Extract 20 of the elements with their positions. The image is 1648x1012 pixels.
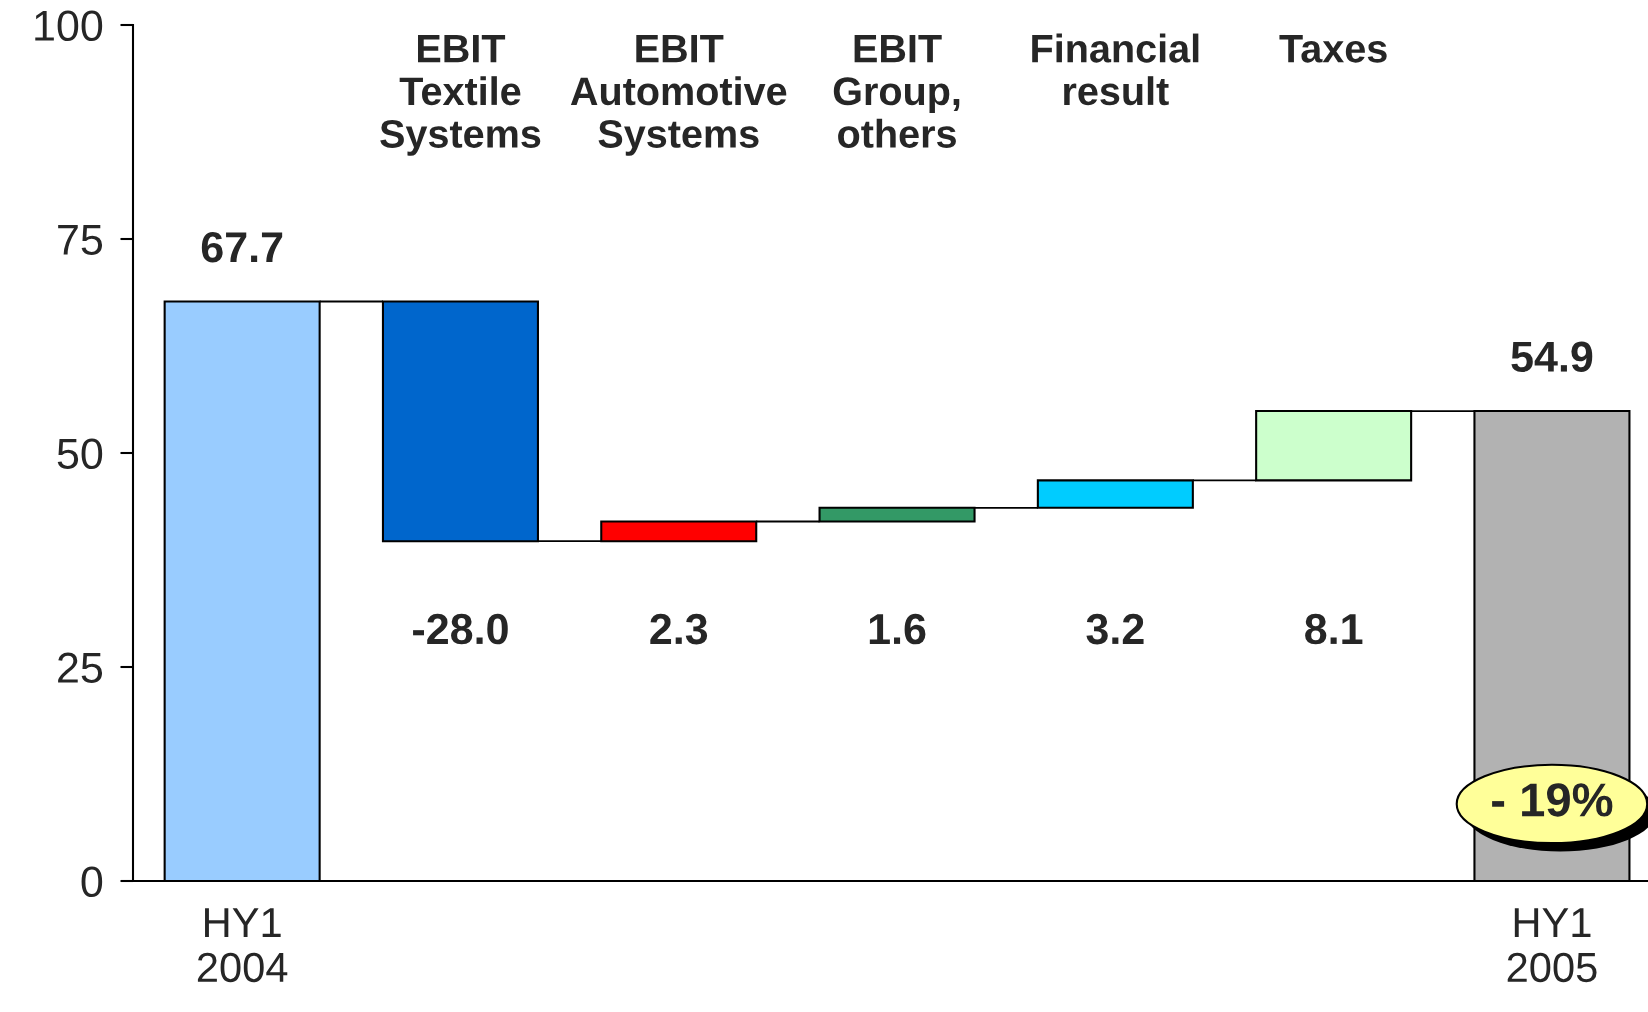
data-label: 3.2 xyxy=(1086,613,1144,645)
data-label: 8.1 xyxy=(1305,613,1363,645)
data-label: 1.6 xyxy=(869,613,926,645)
y-tick-label: 100 xyxy=(35,10,103,42)
y-tick-label: 50 xyxy=(57,438,103,470)
data-label: 67.7 xyxy=(201,231,283,263)
x-tick-label: EBIT Automotive Systems xyxy=(570,35,787,156)
annotation: - 19% xyxy=(1492,783,1613,817)
data-label: 54.9 xyxy=(1511,341,1593,372)
data-label: 2.3 xyxy=(650,613,708,645)
y-tick-label: 0 xyxy=(81,866,103,898)
x-tick-label: HY1 2004 xyxy=(197,908,288,983)
x-tick-label: Financial result xyxy=(1032,33,1199,106)
y-tick-label: 75 xyxy=(58,224,103,256)
x-tick-label: EBIT Textile Systems xyxy=(380,35,541,156)
data-label: -28.0 xyxy=(413,613,508,645)
x-tick-label: EBIT Group, others xyxy=(833,35,960,148)
y-tick-label: 25 xyxy=(58,652,103,684)
x-tick-label: Taxes xyxy=(1279,35,1387,63)
x-tick-label: HY1 2005 xyxy=(1507,908,1597,983)
